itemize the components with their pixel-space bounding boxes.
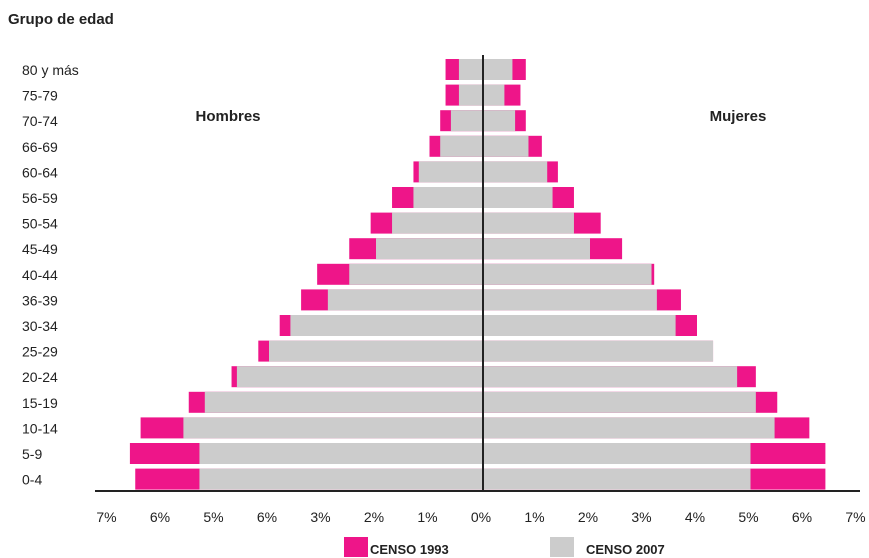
legend-label-2007: CENSO 2007: [586, 542, 665, 557]
bar-2007-hombres-7: [376, 238, 483, 260]
age-group-label: 5-9: [22, 446, 42, 462]
bar-2007-mujeres-4: [483, 161, 548, 183]
bar-2007-hombres-3: [440, 135, 483, 157]
age-group-label: 36-39: [22, 292, 58, 308]
bar-2007-mujeres-13: [483, 391, 756, 413]
bar-2007-mujeres-15: [483, 443, 751, 464]
bar-2007-mujeres-8: [483, 263, 652, 285]
bar-2007-mujeres-9: [483, 289, 657, 311]
bar-2007-hombres-12: [236, 366, 483, 388]
bar-2007-hombres-5: [413, 187, 483, 208]
bar-2007-hombres-16: [199, 468, 483, 490]
bar-2007-hombres-10: [290, 315, 483, 336]
x-tick-label: 1%: [524, 509, 544, 525]
x-tick-label: 6%: [150, 509, 170, 525]
x-tick-label: 5%: [203, 509, 223, 525]
bar-2007-mujeres-6: [483, 212, 574, 234]
bar-2007-hombres-6: [392, 212, 483, 234]
x-tick-label: 7%: [845, 509, 865, 525]
bar-2007-mujeres-16: [483, 468, 751, 490]
x-tick-label: 3%: [631, 509, 651, 525]
x-tick-label: 2%: [364, 509, 384, 525]
bar-2007-hombres-14: [183, 417, 483, 439]
legend-label-1993: CENSO 1993: [370, 542, 449, 557]
age-group-label: 50-54: [22, 216, 58, 232]
bar-2007-mujeres-12: [483, 366, 738, 388]
bar-2007-hombres-8: [349, 263, 483, 285]
bar-2007-mujeres-11: [483, 340, 714, 362]
bar-2007-hombres-13: [204, 391, 484, 413]
bar-2007-mujeres-7: [483, 238, 590, 260]
age-group-label: 10-14: [22, 420, 58, 436]
bar-2007-hombres-11: [269, 340, 483, 362]
age-group-label: 56-59: [22, 190, 58, 206]
bar-2007-hombres-9: [327, 289, 483, 311]
age-group-label: 15-19: [22, 395, 58, 411]
x-tick-label: 6%: [257, 509, 277, 525]
bar-2007-hombres-2: [450, 110, 483, 132]
panel-label-hombres: Hombres: [195, 108, 260, 125]
legend: CENSO 1993 CENSO 2007: [344, 537, 665, 557]
x-tick-labels: 7% 6% 5% 6% 3% 2% 1% 0% 1% 2% 3% 4% 5% 6% 7%: [96, 509, 865, 525]
age-group-label: 0-4: [22, 472, 42, 488]
x-tick-label: 1%: [417, 509, 437, 525]
bar-2007-mujeres-10: [483, 315, 676, 336]
age-group-label: 40-44: [22, 267, 58, 283]
x-tick-label: 7%: [96, 509, 116, 525]
age-group-label: 70-74: [22, 113, 58, 129]
legend-swatch-1993: [344, 537, 368, 557]
age-group-label: 20-24: [22, 369, 58, 385]
bar-2007-mujeres-1: [483, 84, 505, 106]
age-group-label: 25-29: [22, 344, 58, 360]
panel-label-mujeres: Mujeres: [710, 108, 767, 125]
chart-title: Grupo de edad: [8, 11, 114, 28]
bar-2007-mujeres-5: [483, 187, 553, 208]
bar-2007-hombres-1: [458, 84, 483, 106]
bars-group: [129, 59, 826, 490]
x-tick-label: 2%: [578, 509, 598, 525]
x-tick-label: 6%: [792, 509, 812, 525]
x-tick-label: 5%: [738, 509, 758, 525]
bar-2007-hombres-0: [458, 59, 483, 80]
age-group-label: 66-69: [22, 139, 58, 155]
bar-2007-mujeres-0: [483, 59, 513, 80]
age-group-label: 45-49: [22, 241, 58, 257]
bar-2007-mujeres-2: [483, 110, 516, 132]
legend-swatch-2007: [550, 537, 574, 557]
age-group-label: 80 y más: [22, 62, 79, 78]
age-group-labels: 80 y más 75-79 70-74 66-69 60-64 56-59 50-54 45…: [22, 62, 79, 488]
age-group-label: 30-34: [22, 318, 58, 334]
x-tick-label: 0%: [471, 509, 491, 525]
bar-2007-hombres-4: [418, 161, 483, 183]
x-tick-label: 3%: [310, 509, 330, 525]
bar-2007-mujeres-14: [483, 417, 775, 439]
age-group-label: 60-64: [22, 164, 58, 180]
x-tick-label: 4%: [685, 509, 705, 525]
age-group-label: 75-79: [22, 88, 58, 104]
bar-2007-mujeres-3: [483, 135, 529, 157]
bar-2007-hombres-15: [199, 443, 483, 464]
